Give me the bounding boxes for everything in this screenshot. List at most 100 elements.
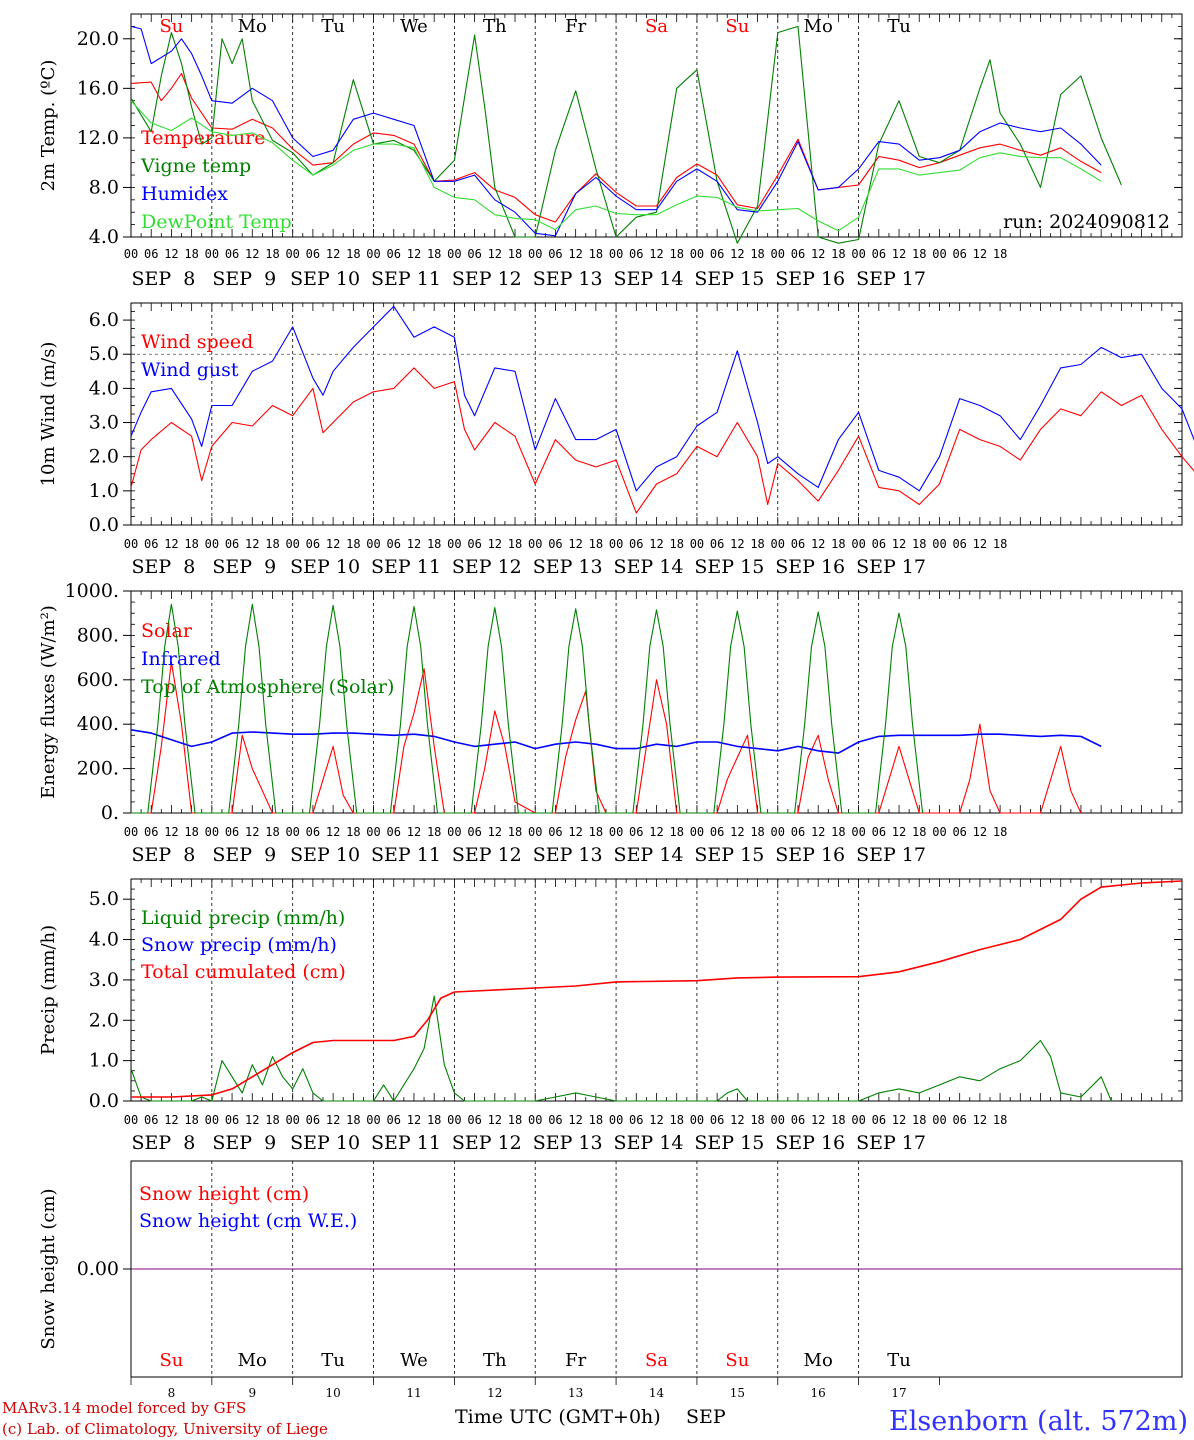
hour-tick-label: 00 [932, 1113, 946, 1127]
hour-tick-label: 12 [973, 825, 987, 839]
legend-entry: Liquid precip (mm/h) [141, 907, 345, 929]
hour-tick-label: 00 [932, 247, 946, 261]
hour-tick-label: 18 [427, 537, 441, 551]
hour-tick-label: 12 [245, 1113, 259, 1127]
series-line-1 [131, 661, 1082, 814]
hour-tick-label: 06 [952, 1113, 966, 1127]
hour-tick-label: 00 [771, 537, 785, 551]
hour-tick-label: 06 [710, 1113, 724, 1127]
hour-tick-label: 12 [892, 247, 906, 261]
day-number: 12 [487, 1386, 502, 1400]
hour-tick-label: 18 [750, 1113, 764, 1127]
y-tick-label: 4.0 [89, 929, 119, 951]
hour-tick-label: 00 [366, 247, 380, 261]
hour-tick-label: 06 [306, 247, 320, 261]
hour-tick-label: 18 [993, 247, 1007, 261]
hour-tick-label: 12 [892, 1113, 906, 1127]
y-tick-label: 4.0 [89, 226, 119, 248]
hour-tick-label: 00 [447, 825, 461, 839]
date-label: SEP 13 [533, 556, 603, 578]
day-number: 10 [325, 1386, 340, 1400]
panel-frame [130, 590, 1183, 814]
hour-tick-label: 06 [467, 537, 481, 551]
hour-tick-label: 00 [447, 1113, 461, 1127]
hour-tick-label: 12 [407, 247, 421, 261]
day-abbr: We [400, 1350, 428, 1371]
hour-tick-label: 18 [993, 537, 1007, 551]
hour-tick-label: 12 [811, 825, 825, 839]
legend-entry: DewPoint Temp [141, 211, 292, 233]
hour-tick-label: 06 [952, 537, 966, 551]
date-label: SEP 13 [533, 268, 603, 290]
hour-tick-label: 06 [710, 247, 724, 261]
y-tick-label: 0.00 [77, 1258, 119, 1280]
date-label: SEP 14 [614, 844, 684, 866]
date-label: SEP 16 [775, 556, 845, 578]
y-tick-label: 1.0 [89, 480, 119, 502]
day-abbr: Tu [321, 1350, 345, 1371]
date-label: SEP 15 [694, 268, 764, 290]
hour-tick-label: 12 [488, 1113, 502, 1127]
hour-tick-label: 12 [407, 1113, 421, 1127]
x-axis-month: SEP [686, 1406, 726, 1428]
day-abbr: Th [483, 16, 507, 37]
hour-tick-label: 06 [791, 537, 805, 551]
hour-tick-label: 06 [225, 825, 239, 839]
hour-tick-label: 00 [366, 825, 380, 839]
hour-tick-label: 00 [285, 1113, 299, 1127]
hour-tick-label: 00 [205, 537, 219, 551]
y-tick-label: 6.0 [89, 309, 119, 331]
hour-tick-label: 06 [548, 1113, 562, 1127]
hour-tick-label: 00 [609, 825, 623, 839]
hour-tick-label: 12 [730, 1113, 744, 1127]
date-label: SEP 12 [452, 556, 522, 578]
hour-tick-label: 00 [851, 825, 865, 839]
y-tick-label: 3.0 [89, 412, 119, 434]
hour-tick-label: 12 [730, 247, 744, 261]
y-tick-label: 5.0 [89, 343, 119, 365]
y-tick-label: 0.0 [89, 514, 119, 536]
y-tick-label: 12.0 [77, 127, 119, 149]
date-label: SEP 10 [290, 268, 360, 290]
y-tick-label: 0. [101, 802, 119, 824]
hour-tick-label: 18 [346, 1113, 360, 1127]
hour-tick-label: 18 [912, 1113, 926, 1127]
hour-tick-label: 18 [993, 1113, 1007, 1127]
hour-tick-label: 18 [184, 247, 198, 261]
hour-tick-label: 06 [791, 825, 805, 839]
hour-tick-label: 00 [447, 247, 461, 261]
hour-tick-label: 12 [164, 537, 178, 551]
hour-tick-label: 00 [528, 825, 542, 839]
hour-tick-label: 00 [285, 247, 299, 261]
day-abbr: Th [483, 1350, 507, 1371]
panel-frame [130, 13, 1183, 238]
day-number: 17 [891, 1386, 906, 1400]
hour-tick-label: 06 [387, 1113, 401, 1127]
date-label: SEP 12 [452, 844, 522, 866]
y-tick-label: 20.0 [77, 28, 119, 50]
y-axis-label: Energy fluxes (W/m²) [38, 605, 59, 799]
y-axis-label: Snow height (cm) [38, 1188, 59, 1349]
date-label: SEP 16 [775, 268, 845, 290]
hour-tick-label: 12 [649, 537, 663, 551]
hour-tick-label: 18 [589, 247, 603, 261]
date-label: SEP 17 [856, 844, 926, 866]
hour-tick-label: 12 [488, 537, 502, 551]
y-axis-label: Precip (mm/h) [38, 925, 59, 1055]
panel-1: 4.0 8.0 12.0 16.0 20.0 2m Temp. (ºC) Su Mo Tu We T… [38, 13, 1183, 290]
day-abbr: Tu [321, 16, 345, 37]
x-axis-label: Time UTC (GMT+0h) [455, 1406, 661, 1428]
day-number: 9 [248, 1386, 256, 1400]
hour-tick-label: 00 [771, 825, 785, 839]
hour-tick-label: 06 [306, 537, 320, 551]
run-label: run: 2024090812 [1003, 211, 1170, 233]
day-abbr: Fr [565, 1350, 586, 1371]
hour-tick-label: 06 [872, 247, 886, 261]
hour-tick-label: 06 [629, 247, 643, 261]
series-line-4 [130, 100, 1102, 232]
legend-entry: Total cumulated (cm) [141, 961, 346, 983]
y-tick-label: 600. [77, 669, 119, 691]
series-line-2 [130, 305, 1194, 492]
hour-tick-label: 00 [366, 537, 380, 551]
footer-model-text: MARv3.14 model forced by GFS [2, 1399, 246, 1417]
